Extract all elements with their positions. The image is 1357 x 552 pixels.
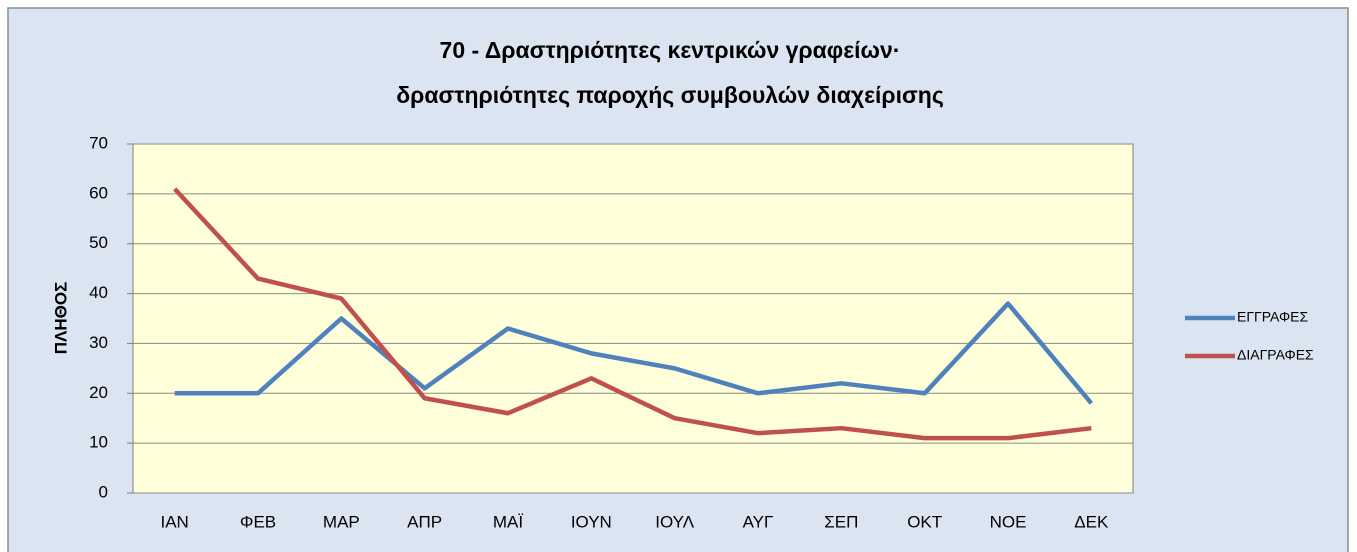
x-tick-label: ΜΑΪ [493,512,524,531]
x-tick-label: ΝΟΕ [990,512,1027,531]
x-tick-label: ΜΑΡ [323,512,360,531]
series-line [174,301,1094,405]
x-tick-label: ΑΠΡ [407,512,442,531]
series-line [173,187,1092,441]
y-tick-label: 50 [89,233,108,252]
x-tick-label: ΔΕΚ [1074,512,1109,531]
y-tick-label: 60 [89,183,108,202]
x-tick-label: ΟΚΤ [907,512,942,531]
y-tick-label: 30 [89,333,108,352]
x-tick-label: ΙΟΥΝ [571,512,612,531]
chart-title: 70 - Δραστηριότητες κεντρικών γραφείων· [440,37,901,63]
x-tick-label: ΑΥΓ [743,512,774,531]
y-axis-label: ΠΛΗΘΟΣ [51,282,70,355]
x-tick-label: ΦΕΒ [240,512,276,531]
plot-area [132,143,1134,494]
y-tick-label: 10 [89,433,108,452]
x-tick-label: ΙΟΥΛ [655,512,694,531]
y-tick-label: 40 [89,283,108,302]
x-tick-label: ΣΕΠ [824,512,858,531]
legend-label: ΔΙΑΓΡΑΦΕΣ [1237,347,1314,363]
y-tick-label: 20 [89,383,108,402]
y-tick-label: 70 [89,133,108,152]
y-tick-label: 0 [99,482,108,501]
x-tick-label: ΙΑΝ [160,512,188,531]
chart-title: δραστηριότητες παροχής συμβουλών διαχείρ… [396,82,944,108]
legend-label: ΕΓΓΡΑΦΕΣ [1237,309,1309,325]
